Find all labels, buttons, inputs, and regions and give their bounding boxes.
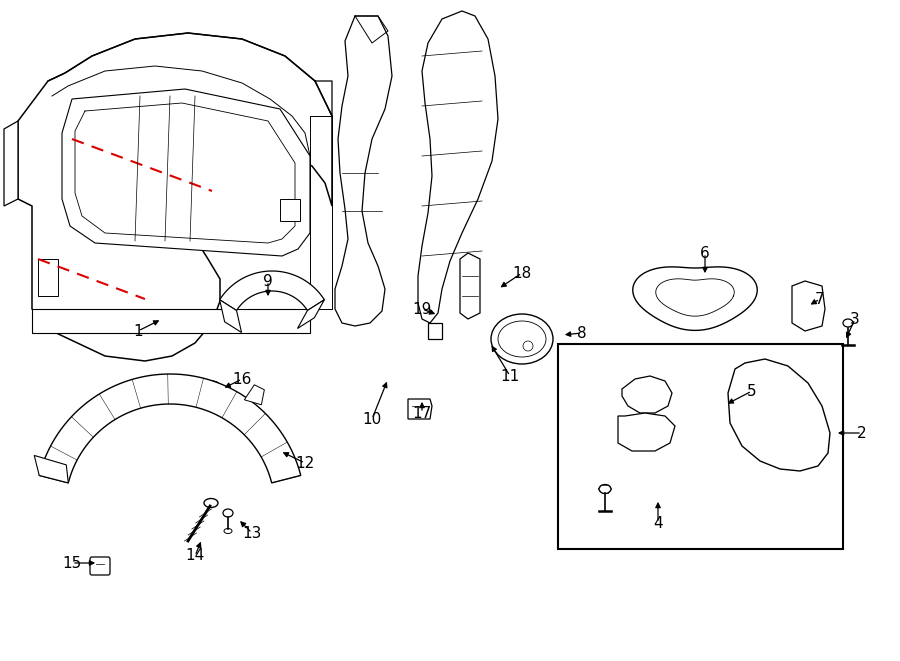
- Polygon shape: [622, 376, 672, 413]
- Text: 13: 13: [242, 525, 262, 541]
- Ellipse shape: [843, 319, 853, 327]
- Text: 19: 19: [412, 301, 432, 317]
- Ellipse shape: [204, 381, 220, 391]
- Polygon shape: [408, 399, 432, 419]
- Circle shape: [233, 293, 238, 299]
- Circle shape: [523, 341, 533, 351]
- Text: 5: 5: [747, 383, 757, 399]
- Polygon shape: [40, 374, 301, 483]
- Ellipse shape: [673, 288, 703, 310]
- Text: 8: 8: [577, 325, 587, 340]
- Ellipse shape: [634, 427, 656, 439]
- Bar: [796, 297, 818, 319]
- Text: 12: 12: [295, 455, 315, 471]
- Ellipse shape: [207, 405, 217, 411]
- Polygon shape: [418, 11, 498, 323]
- Ellipse shape: [599, 485, 611, 494]
- Polygon shape: [298, 300, 324, 329]
- Polygon shape: [38, 259, 58, 296]
- Circle shape: [710, 304, 720, 314]
- Polygon shape: [4, 121, 18, 206]
- Ellipse shape: [491, 314, 553, 364]
- Text: 6: 6: [700, 245, 710, 260]
- Text: 15: 15: [62, 555, 82, 570]
- Text: 1: 1: [133, 323, 143, 338]
- Polygon shape: [245, 385, 265, 405]
- Text: 9: 9: [263, 274, 273, 288]
- Ellipse shape: [204, 498, 218, 508]
- Polygon shape: [32, 309, 310, 333]
- Polygon shape: [220, 271, 324, 311]
- Ellipse shape: [223, 509, 233, 517]
- Bar: [558, 344, 843, 549]
- Text: 10: 10: [363, 412, 382, 426]
- Polygon shape: [280, 199, 300, 221]
- Circle shape: [256, 280, 261, 286]
- FancyBboxPatch shape: [90, 557, 110, 575]
- Text: 17: 17: [412, 405, 432, 420]
- Text: 16: 16: [232, 371, 252, 387]
- Polygon shape: [460, 253, 480, 319]
- Ellipse shape: [498, 321, 546, 357]
- Ellipse shape: [224, 529, 232, 533]
- Polygon shape: [633, 267, 757, 330]
- Text: 7: 7: [815, 292, 824, 307]
- Text: 2: 2: [857, 426, 867, 440]
- Text: 18: 18: [512, 266, 532, 280]
- Polygon shape: [792, 281, 825, 331]
- Polygon shape: [618, 413, 675, 451]
- Text: 14: 14: [185, 549, 204, 563]
- Polygon shape: [62, 89, 310, 256]
- Text: 11: 11: [500, 368, 519, 383]
- Circle shape: [283, 280, 288, 286]
- Polygon shape: [428, 323, 442, 339]
- Bar: [431, 327, 439, 336]
- Polygon shape: [335, 16, 392, 326]
- Text: 4: 4: [653, 516, 662, 531]
- Polygon shape: [34, 455, 68, 483]
- Polygon shape: [18, 33, 332, 361]
- Polygon shape: [220, 300, 241, 332]
- Polygon shape: [728, 359, 830, 471]
- Text: 3: 3: [850, 311, 860, 327]
- Bar: [305, 293, 312, 299]
